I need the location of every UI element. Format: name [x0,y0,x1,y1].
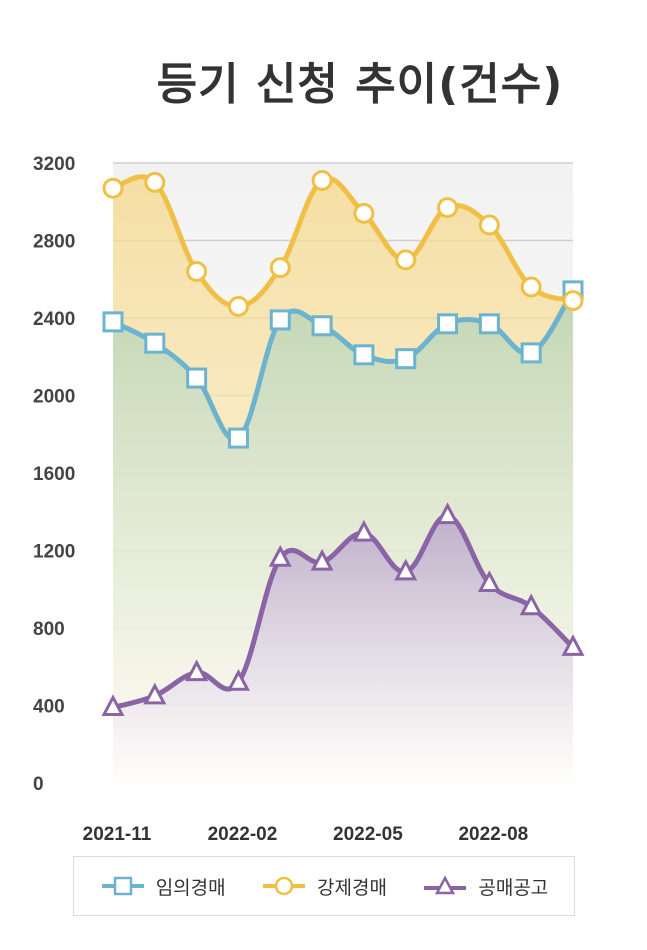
data-point-triangle [226,669,250,691]
triangle-marker-icon [424,875,467,895]
data-point-circle [437,197,459,219]
chart-title: 등기 신청 추이(건수) [156,59,564,110]
data-point-circle [395,249,417,271]
data-point-circle [478,214,500,236]
y-tick-label: 400 [33,697,65,718]
y-tick-label: 2000 [33,387,75,408]
legend-item-series-3[interactable]: 공매공고 [422,873,548,900]
data-point-triangle [477,570,501,592]
data-point-square [353,344,375,366]
y-tick-label: 2400 [33,309,75,330]
legend-label: 강제경매 [317,876,387,899]
data-point-square [395,348,417,370]
data-point-circle [520,276,542,298]
data-point-circle [186,261,208,282]
y-tick-label: 800 [33,619,65,640]
data-point-square [437,313,459,335]
data-point-triangle [101,694,125,716]
y-tick-label: 1200 [33,542,75,563]
line-chart: 0 400 800 1200 1600 2000 2400 2800 3200 2021-11 2… [33,154,585,845]
data-point-triangle [394,558,418,581]
data-point-circle [227,295,249,317]
data-point-square [311,315,333,337]
data-point-triangle [143,682,167,705]
x-tick-label: 2022-08 [458,824,528,845]
square-marker-icon [101,876,144,896]
data-point-triangle [561,634,585,656]
data-point-square [520,342,542,364]
legend: 임의경매 강제경매 공매공고 [73,856,575,916]
legend-item-series-1[interactable]: 임의경매 [100,873,226,900]
x-tick-label: 2022-02 [208,824,278,845]
data-point-square [144,332,166,354]
circle-marker-icon [263,876,306,896]
data-point-triangle [310,548,334,571]
y-tick-label: 2800 [33,232,75,253]
data-point-circle [269,257,291,279]
data-point-circle [353,202,375,224]
data-point-circle [311,169,333,191]
legend-label: 임의경매 [155,876,226,899]
data-point-circle [144,171,166,193]
x-tick-label: 2022-05 [333,824,403,845]
data-point-triangle [268,545,292,567]
data-point-square [227,427,249,449]
data-point-triangle [185,659,209,682]
y-tick-label: 3200 [33,154,75,175]
data-point-square [269,309,291,331]
legend-label: 공매공고 [478,876,549,899]
data-point-triangle [519,593,543,616]
x-tick-label: 2021-11 [83,824,152,845]
y-tick-label: 0 [33,774,44,795]
y-tick-label: 1600 [33,464,75,485]
series-area [113,515,573,783]
data-point-triangle [352,519,376,542]
legend-item-series-2[interactable]: 강제경매 [261,873,387,900]
data-point-triangle [436,502,460,525]
data-point-circle [102,177,124,199]
data-point-square [102,311,124,333]
data-point-square [478,313,500,335]
data-point-square [186,367,208,389]
data-point-circle [562,290,584,312]
